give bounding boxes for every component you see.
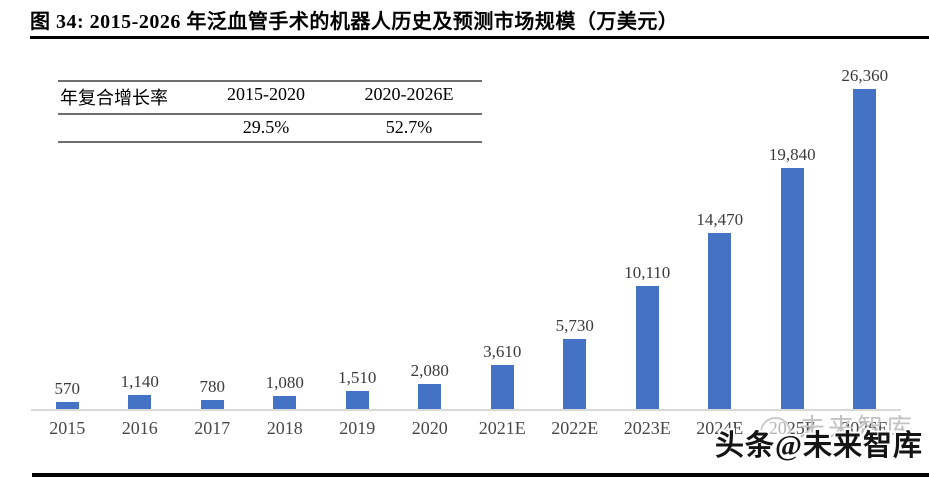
bar: [55, 402, 79, 409]
bar-value-label: 26,360: [841, 66, 889, 85]
title-underline-rule: [30, 36, 929, 39]
x-tick-label: 2023E: [623, 418, 671, 438]
bar-group: 780: [176, 378, 249, 409]
bar-value-label: 1,140: [120, 372, 159, 391]
bar-value-label: 10,110: [624, 263, 671, 282]
bar: [273, 396, 297, 409]
bar-value-label: 1,080: [265, 373, 304, 392]
bar: [708, 233, 732, 409]
x-tick-label: 2021E: [478, 418, 526, 438]
cagr-value-period2: 52.7%: [385, 117, 433, 137]
bar-group: 2,080: [394, 362, 467, 409]
bar-group: 1,510: [321, 369, 394, 409]
bar-value-label: 19,840: [768, 145, 816, 164]
bar-value-label: 2,080: [410, 361, 449, 380]
chart-plot-area: 570 1,140 780 1,080 1,510 2,080 3,610 5,730 10,1…: [31, 54, 901, 411]
page-title: 图 34: 2015-2026 年泛血管手术的机器人历史及预测市场规模（万美元）: [30, 11, 679, 33]
watermark-logo-circle: [760, 417, 791, 448]
bar: [563, 339, 587, 409]
bar: [780, 168, 804, 409]
chart-x-axis-labels: 2015 2016 2017 2018 2019 2020 2021E 2022E 2023E 2…: [31, 418, 901, 439]
bar-value-label: 780: [199, 377, 226, 396]
bar: [128, 395, 152, 409]
x-tick-label: 2015: [49, 418, 86, 438]
bottom-rule: [32, 473, 929, 477]
cagr-header-period1: 2015-2020: [227, 84, 305, 104]
x-tick-label: 2016: [121, 418, 158, 438]
bar-value-label: 570: [54, 379, 81, 398]
x-tick-label: 2019: [339, 418, 376, 438]
bar-chart: 570 1,140 780 1,080 1,510 2,080 3,610 5,730 10,1…: [31, 54, 901, 439]
x-tick-label: 2022E: [551, 418, 599, 438]
bar-group: 3,610: [466, 343, 539, 409]
watermark-text: 头条@未来智库: [715, 430, 923, 462]
cagr-table: 年复合增长率 2015-2020 2020-2026E 29.5% 52.7%: [58, 80, 482, 143]
x-tick-label: 2026E: [841, 418, 889, 438]
bar: [345, 391, 369, 409]
bar-value-label: 1,510: [338, 368, 377, 387]
bar-group: 10,110: [611, 264, 684, 409]
bar-group: 19,840: [756, 146, 829, 409]
cagr-row-label: [58, 117, 196, 138]
bar-group: 570: [31, 380, 104, 409]
cagr-value-period1: 29.5%: [242, 117, 290, 137]
bar-group: 14,470: [684, 211, 757, 409]
x-tick-label: 2017: [194, 418, 231, 438]
watermark-faint-text: 未来智库: [798, 414, 915, 443]
x-tick-label: 2020: [411, 418, 448, 438]
bar-value-label: 14,470: [696, 210, 744, 229]
cagr-table-header-row: 年复合增长率 2015-2020 2020-2026E: [58, 80, 482, 113]
bar-group: 1,140: [104, 373, 177, 409]
bar: [200, 400, 224, 409]
cagr-table-value-row: 29.5% 52.7%: [58, 113, 482, 143]
x-tick-label: 2018: [266, 418, 303, 438]
bar-value-label: 3,610: [483, 342, 522, 361]
bar: [635, 286, 659, 409]
cagr-header-period2: 2020-2026E: [364, 84, 454, 104]
x-tick-label: 2024E: [696, 418, 744, 438]
cagr-header-label: 年复合增长率: [60, 88, 168, 108]
bar: [853, 89, 877, 409]
bar: [490, 365, 514, 409]
bar-value-label: 5,730: [555, 316, 594, 335]
bar: [418, 384, 442, 409]
bar-group: 1,080: [249, 374, 322, 409]
bar-group: 5,730: [539, 317, 612, 409]
bar-group: 26,360: [829, 67, 902, 409]
